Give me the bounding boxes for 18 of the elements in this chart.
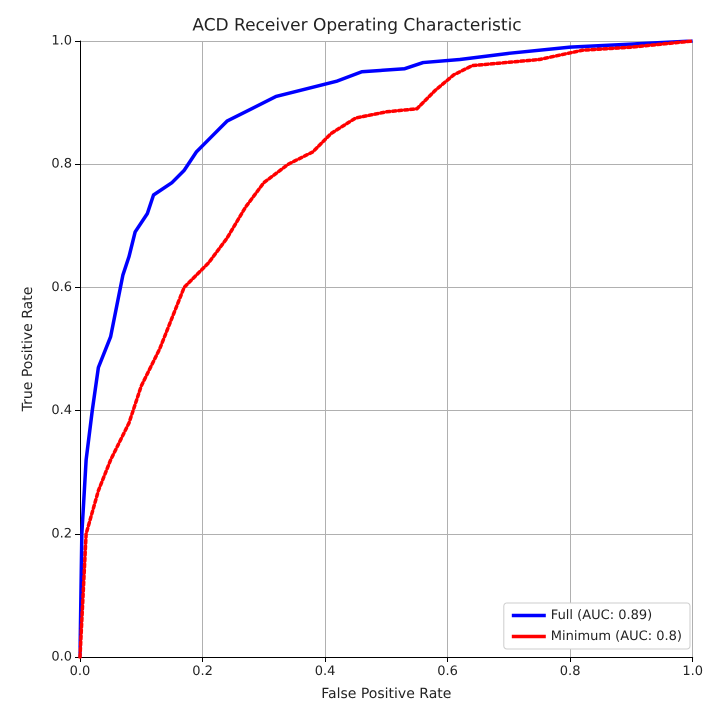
y-tick-label: 0.0 [51,650,72,664]
y-tick-label: 0.4 [51,403,72,418]
y-tick-label: 0.6 [51,280,72,295]
line-series [78,39,694,659]
x-tick-label: 0.8 [560,664,580,679]
y-tick-label: 0.2 [51,526,72,542]
y-tick-label: 0.8 [51,156,72,172]
y-tick-label: 1.0 [51,34,72,48]
x-axis-title: False Positive Rate [321,686,452,702]
x-tick-label: 0.4 [314,664,336,679]
x-tick-label: 0.0 [70,664,90,679]
chart-title: ACD Receiver Operating Characteristic [192,16,522,36]
y-axis-title: True Positive Rate [20,286,36,412]
legend-label: Minimum (AUC: 0.8) [550,629,682,644]
x-tick-label: 1.0 [682,664,704,679]
x-tick-label: 0.2 [192,664,213,679]
legend-label: Full (AUC: 0.89) [550,608,652,623]
x-tick-label: 0.6 [437,664,458,679]
